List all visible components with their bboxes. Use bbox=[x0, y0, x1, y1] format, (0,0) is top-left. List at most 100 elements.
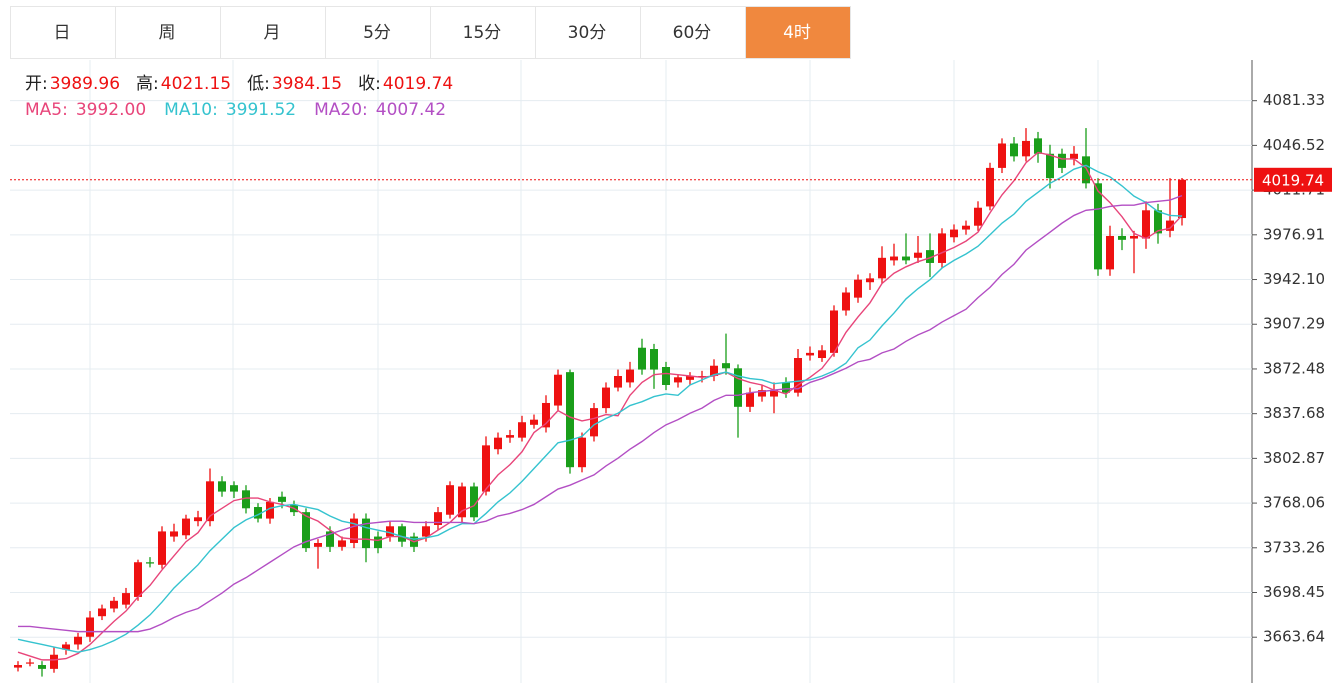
candle-body bbox=[470, 486, 478, 518]
candle-body bbox=[386, 526, 394, 537]
candle-body bbox=[866, 278, 874, 283]
legend-name: MA5: bbox=[25, 100, 68, 120]
candle-body bbox=[482, 445, 490, 492]
candle-body bbox=[1166, 220, 1174, 231]
candle-body bbox=[446, 485, 454, 515]
tab-label[interactable]: 30分 bbox=[568, 23, 607, 43]
candle-body bbox=[662, 367, 670, 385]
tab-label[interactable]: 4时 bbox=[783, 23, 811, 43]
candle-body bbox=[1178, 179, 1186, 219]
candle-body bbox=[50, 654, 58, 669]
tab[interactable] bbox=[115, 6, 221, 59]
legend-value: 4007.42 bbox=[375, 100, 447, 120]
candle-body bbox=[1130, 235, 1138, 239]
tab-label[interactable]: 15分 bbox=[463, 23, 502, 43]
candle-body bbox=[362, 518, 370, 549]
candle-body bbox=[782, 382, 790, 393]
ohlc-label: 低: bbox=[247, 74, 270, 94]
legend-name: MA20: bbox=[314, 100, 368, 120]
candle-body bbox=[494, 437, 502, 450]
candle-body bbox=[890, 256, 898, 261]
candle-body bbox=[1046, 153, 1054, 179]
candle-body bbox=[242, 490, 250, 509]
y-tick-label: 3907.29 bbox=[1263, 315, 1325, 333]
info-panel: 开: 3989.96 高: 4021.15 低: 3984.15 收: 4019.74 MA5… bbox=[25, 71, 469, 123]
candle-body bbox=[1118, 235, 1126, 240]
candle-body bbox=[230, 485, 238, 492]
tab[interactable] bbox=[535, 6, 641, 59]
candle-body bbox=[434, 512, 442, 526]
candle-body bbox=[170, 531, 178, 537]
candle-body bbox=[998, 143, 1006, 168]
y-tick-label: 3663.64 bbox=[1263, 628, 1325, 646]
candle-body bbox=[422, 526, 430, 537]
candle-body bbox=[206, 481, 214, 522]
candle-body bbox=[986, 167, 994, 207]
price-label: 4019.74 bbox=[1262, 171, 1324, 189]
y-tick-label: 4046.52 bbox=[1263, 136, 1325, 154]
candle-body bbox=[926, 250, 934, 263]
y-tick-label: 3733.26 bbox=[1263, 538, 1325, 556]
candle-body bbox=[554, 374, 562, 406]
y-tick-label: 3976.91 bbox=[1263, 225, 1325, 243]
candle-body bbox=[374, 536, 382, 549]
tab[interactable] bbox=[10, 6, 116, 59]
candle-body bbox=[770, 390, 778, 397]
candle-body bbox=[1106, 235, 1114, 270]
candle-body bbox=[14, 665, 22, 668]
candle-body bbox=[458, 486, 466, 518]
candle-body bbox=[602, 387, 610, 409]
legend-value: 3991.52 bbox=[225, 100, 297, 120]
tab-label[interactable]: 周 bbox=[159, 23, 176, 43]
tab[interactable] bbox=[745, 6, 851, 59]
candle-body bbox=[134, 562, 142, 597]
candle-body bbox=[254, 507, 262, 519]
ma-line bbox=[17, 164, 1183, 653]
y-tick-label: 4081.33 bbox=[1263, 91, 1325, 109]
candle-body bbox=[614, 375, 622, 388]
candle-body bbox=[938, 233, 946, 263]
y-tick-label: 3768.06 bbox=[1263, 494, 1325, 512]
y-tick-label: 3872.48 bbox=[1263, 359, 1325, 377]
candle-body bbox=[1094, 183, 1102, 270]
candle-body bbox=[26, 662, 34, 664]
candle-body bbox=[122, 593, 130, 605]
tab[interactable] bbox=[220, 6, 326, 59]
candle-body bbox=[806, 352, 814, 356]
tab[interactable] bbox=[640, 6, 746, 59]
candle-body bbox=[338, 540, 346, 547]
candle-body bbox=[638, 347, 646, 370]
v-grid bbox=[89, 60, 1099, 683]
tab-label[interactable]: 5分 bbox=[363, 23, 391, 43]
candle-body bbox=[302, 512, 310, 549]
candle-body bbox=[350, 518, 358, 543]
candle-body bbox=[710, 365, 718, 376]
tab[interactable] bbox=[430, 6, 536, 59]
candle-body bbox=[854, 279, 862, 298]
candle-body bbox=[278, 496, 286, 502]
ma-row: MA5: 3992.00 MA10: 3991.52 MA20: 4007.42 bbox=[25, 97, 469, 123]
candle-body bbox=[950, 229, 958, 238]
candle-body bbox=[590, 408, 598, 437]
tab-label[interactable]: 月 bbox=[264, 23, 281, 43]
ohlc-value: 4019.74 bbox=[382, 74, 454, 94]
candle-body bbox=[722, 363, 730, 369]
candle-body bbox=[746, 392, 754, 407]
tab-label[interactable]: 日 bbox=[54, 23, 71, 43]
candle-body bbox=[62, 644, 70, 650]
candle-body bbox=[86, 617, 94, 637]
ohlc-label: 开: bbox=[25, 74, 48, 94]
legend-name: MA10: bbox=[164, 100, 218, 120]
ma-line bbox=[17, 151, 1183, 661]
candle-body bbox=[1154, 210, 1162, 234]
candle-body bbox=[578, 437, 586, 468]
tab-label[interactable]: 60分 bbox=[673, 23, 712, 43]
candle-body bbox=[1058, 153, 1066, 168]
ohlc-value: 3984.15 bbox=[271, 74, 343, 94]
candle-body bbox=[674, 377, 682, 383]
candle-body bbox=[542, 402, 550, 428]
candle-body bbox=[566, 372, 574, 468]
candle-body bbox=[314, 542, 322, 547]
candle-body bbox=[758, 390, 766, 397]
